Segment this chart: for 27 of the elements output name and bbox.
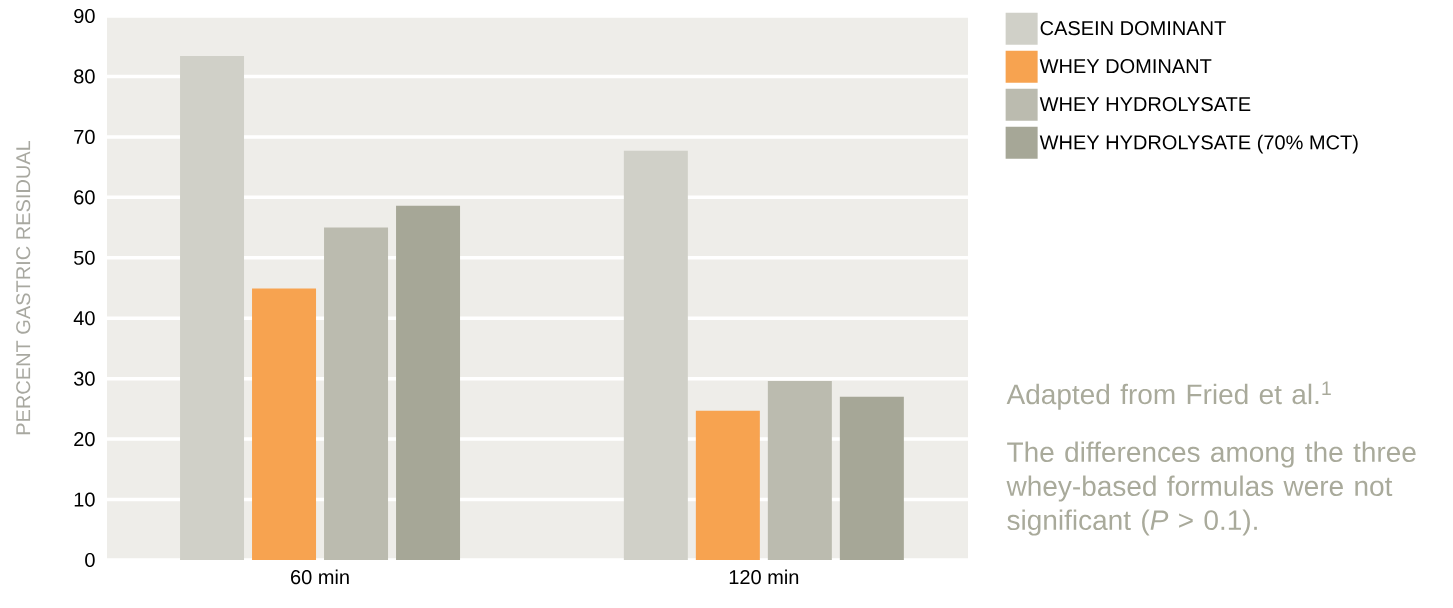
- bar: [396, 205, 461, 560]
- text: Adapted from Fried et al.$^{1}$: [1006, 381, 1331, 410]
- legend-label: WHEY DOMINANT: [1039, 59, 1212, 74]
- y-tick-label: 50: [74, 250, 95, 265]
- bar: [623, 150, 688, 560]
- y-axis-title: PERCENT GASTRIC RESIDUAL: [16, 140, 31, 435]
- y-tick-label: 70: [74, 129, 95, 144]
- y-tick-label: 20: [74, 432, 95, 447]
- bar: [695, 410, 760, 560]
- bar: [324, 227, 389, 560]
- bar: [767, 381, 832, 560]
- bar: [180, 55, 245, 560]
- x-tick-label: 120 min: [729, 569, 799, 585]
- y-tick-label: 0: [85, 552, 95, 568]
- x-tick-label: 60 min: [291, 569, 349, 585]
- legend-label: WHEY HYDROLYSATE: [1039, 97, 1251, 112]
- text: The differences among the three whey-based formulas were not significant (P > 0.1).: [1006, 441, 1416, 536]
- y-tick-label: 10: [74, 492, 95, 507]
- bar: [252, 288, 317, 560]
- y-tick-label: 60: [74, 190, 95, 205]
- bar: [839, 396, 904, 560]
- legend-label: CASEIN DOMINANT: [1040, 21, 1226, 36]
- legend-label: WHEY HYDROLYSATE (70% MCT): [1039, 134, 1358, 154]
- y-tick-label: 30: [74, 371, 95, 386]
- y-tick-label: 80: [74, 69, 95, 84]
- y-tick-label: 40: [73, 311, 95, 326]
- y-tick-label: 90: [74, 8, 95, 24]
